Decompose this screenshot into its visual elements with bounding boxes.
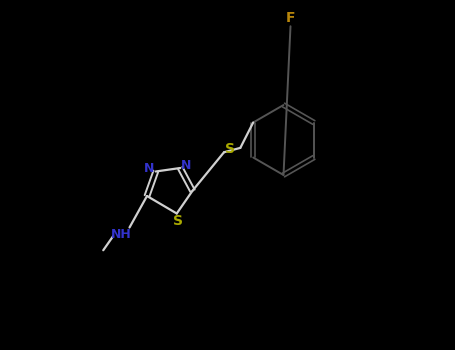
Text: N: N [182, 159, 192, 172]
Text: S: S [225, 142, 235, 156]
Text: NH: NH [111, 228, 131, 241]
Text: S: S [173, 214, 183, 228]
Text: N: N [144, 162, 155, 175]
Text: F: F [286, 10, 295, 25]
